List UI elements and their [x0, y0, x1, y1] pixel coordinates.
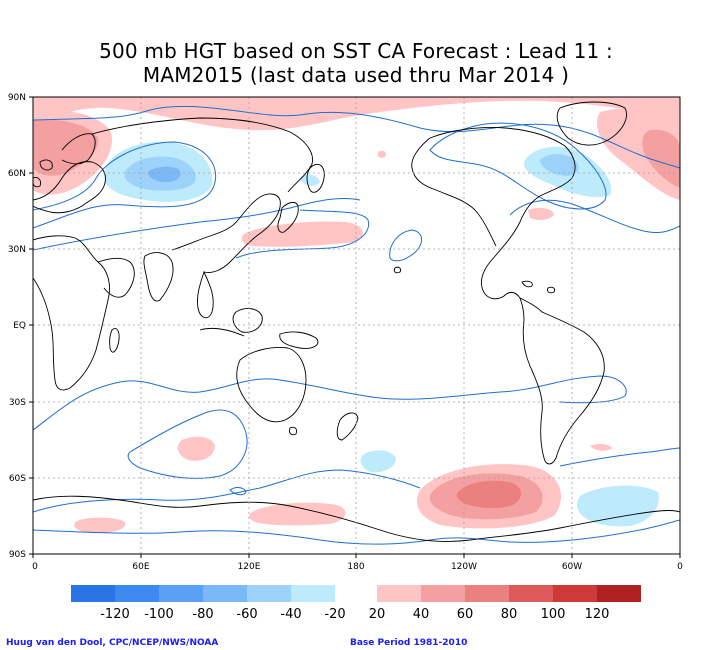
south-pacific-negative-spot — [360, 450, 396, 473]
map-title-line-2: MAM2015 (last data used thru Mar 2014 ) — [142, 63, 570, 87]
south-atlantic-positive-spot — [590, 443, 612, 451]
colorbar-swatch-pos-1 — [377, 585, 421, 602]
longitude-axis: 0 60E 120E 180 120W 60W 0 — [32, 554, 683, 572]
colorbar-positive — [377, 585, 641, 602]
colorbar-label-pos-20: 20 — [369, 607, 386, 622]
lon-label-0-right: 0 — [677, 562, 683, 572]
coastlines — [33, 101, 680, 542]
colorbar-swatch-neg-3 — [159, 585, 203, 602]
lon-label-0-left: 0 — [32, 562, 38, 572]
colorbar: -120 -100 -80 -60 -40 -20 20 40 60 80 10… — [71, 585, 641, 622]
europe-positive-core — [33, 119, 99, 176]
lon-label-180: 180 — [347, 562, 364, 572]
colorbar-label-neg-20: -20 — [324, 607, 345, 622]
latitude-axis: 90N 60N 30N EQ 30S 60S 90S — [8, 93, 33, 560]
map-title-line-1: 500 mb HGT based on SST CA Forecast : Le… — [99, 39, 613, 63]
lon-label-60e: 60E — [132, 562, 149, 572]
colorbar-label-pos-120: 120 — [585, 607, 610, 622]
lat-lon-grid — [33, 97, 680, 554]
north-america-negative-core — [540, 154, 579, 176]
antarctic-positive-west — [74, 517, 126, 534]
japan-positive-region — [241, 221, 363, 247]
lon-label-60w: 60W — [562, 562, 582, 572]
us-east-positive-region — [528, 207, 554, 221]
map-plot-area — [33, 97, 680, 554]
negative-anomaly-shading — [104, 141, 659, 527]
colorbar-label-neg-100: -100 — [144, 607, 174, 622]
colorbar-label-neg-60: -60 — [236, 607, 257, 622]
south-pacific-positive-core — [456, 480, 522, 509]
lat-label-30s: 30S — [9, 398, 26, 408]
lon-label-120e: 120E — [238, 562, 261, 572]
lat-label-60s: 60S — [9, 474, 26, 484]
antarctic-positive-east — [249, 502, 346, 526]
lat-label-90n: 90N — [8, 93, 26, 103]
lat-label-eq: EQ — [13, 321, 26, 331]
siberia-negative-core — [148, 166, 181, 183]
colorbar-negative — [71, 585, 335, 602]
colorbar-swatch-neg-4 — [203, 585, 247, 602]
colorbar-swatch-pos-6 — [597, 585, 641, 602]
colorbar-swatch-pos-5 — [553, 585, 597, 602]
south-atlantic-negative-region — [576, 485, 659, 527]
lat-label-60n: 60N — [8, 169, 26, 179]
colorbar-swatch-pos-3 — [465, 585, 509, 602]
okhotsk-negative-spot — [300, 174, 320, 187]
colorbar-label-pos-40: 40 — [413, 607, 430, 622]
north-atlantic-positive-core — [642, 129, 680, 188]
lat-label-90s: 90S — [9, 550, 26, 560]
base-period-note: Base Period 1981-2010 — [350, 638, 468, 648]
colorbar-label-neg-120: -120 — [100, 607, 130, 622]
colorbar-swatch-neg-2 — [115, 585, 159, 602]
colorbar-swatch-neg-6 — [291, 585, 335, 602]
colorbar-swatch-neg-5 — [247, 585, 291, 602]
colorbar-swatch-pos-4 — [509, 585, 553, 602]
colorbar-label-pos-60: 60 — [457, 607, 474, 622]
lon-label-120w: 120W — [451, 562, 477, 572]
colorbar-label-neg-40: -40 — [280, 607, 301, 622]
colorbar-label-neg-80: -80 — [192, 607, 213, 622]
colorbar-label-pos-80: 80 — [501, 607, 518, 622]
author-credit: Huug van den Dool, CPC/NCEP/NWS/NOAA — [6, 638, 219, 648]
south-indian-positive-region — [177, 436, 215, 461]
colorbar-swatch-neg-1 — [71, 585, 115, 602]
lat-label-30n: 30N — [8, 245, 26, 255]
small-positive-spot-alaska — [377, 150, 386, 158]
colorbar-label-pos-100: 100 — [541, 607, 566, 622]
colorbar-swatch-pos-2 — [421, 585, 465, 602]
